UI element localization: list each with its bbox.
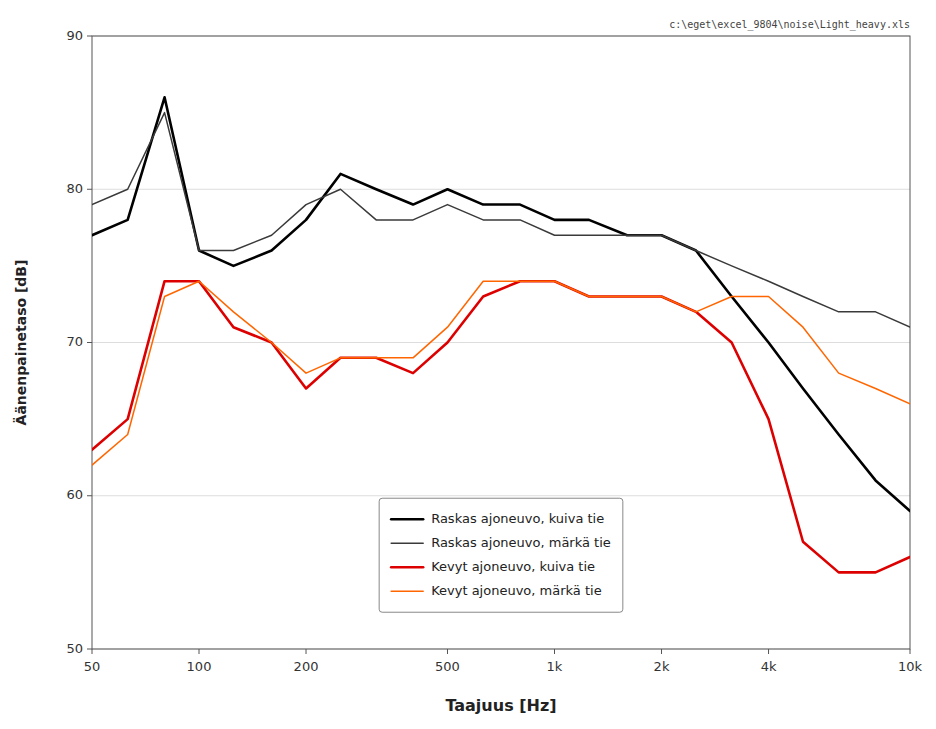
legend-swatch — [391, 590, 423, 592]
y-tick — [87, 189, 92, 190]
legend-label: Kevyt ajoneuvo, kuiva tie — [431, 559, 595, 574]
x-tick-label: 100 — [187, 659, 212, 674]
y-tick-label: 80 — [66, 181, 83, 196]
x-tick-label: 10k — [898, 659, 923, 674]
y-tick — [87, 36, 92, 37]
annotation: c:\eget\excel_9804\noise\Light_heavy.xls — [669, 19, 910, 31]
legend-label: Raskas ajoneuvo, kuiva tie — [431, 511, 604, 526]
x-tick-label: 2k — [654, 659, 670, 674]
legend-swatch — [391, 518, 423, 521]
x-tick-label: 1k — [547, 659, 563, 674]
x-axis-label: Taajuus [Hz] — [445, 696, 556, 715]
x-tick — [661, 649, 662, 654]
legend-label: Raskas ajoneuvo, märkä tie — [431, 535, 611, 550]
y-tick — [87, 342, 92, 343]
axes: 50 60 70 80 90 50 100 200 500 1k 2k 4k 10k — [66, 28, 922, 675]
plot-frame — [92, 36, 910, 649]
y-tick-label: 70 — [66, 334, 83, 349]
x-tick — [199, 649, 200, 654]
legend-label: Kevyt ajoneuvo, märkä tie — [431, 583, 602, 598]
y-axis-label: Äänenpainetaso [dB] — [13, 260, 29, 426]
x-tick — [447, 649, 448, 654]
x-tick — [306, 649, 307, 654]
chart: 50 60 70 80 90 50 100 200 500 1k 2k 4k 10k Taajuus [H… — [0, 0, 936, 729]
x-tick — [554, 649, 555, 654]
x-tick-label: 200 — [294, 659, 319, 674]
y-tick-label: 50 — [66, 641, 83, 656]
x-tick-label: 50 — [84, 659, 101, 674]
x-tick — [768, 649, 769, 654]
y-tick-label: 90 — [66, 28, 83, 43]
legend-swatch — [391, 542, 423, 544]
grid — [92, 36, 910, 649]
x-tick — [910, 649, 911, 654]
x-tick-label: 4k — [761, 659, 777, 674]
x-tick — [92, 649, 93, 654]
y-tick — [87, 649, 92, 650]
grid-line — [92, 495, 910, 496]
legend-swatch — [391, 566, 423, 569]
x-tick-label: 500 — [435, 659, 460, 674]
y-tick-label: 60 — [66, 487, 83, 502]
grid-line — [92, 342, 910, 343]
y-tick — [87, 495, 92, 496]
legend-box — [379, 498, 623, 612]
legend: Raskas ajoneuvo, kuiva tie Raskas ajoneuv… — [379, 498, 623, 612]
plot-area — [92, 36, 910, 649]
grid-line — [92, 189, 910, 190]
series-line — [92, 281, 910, 465]
